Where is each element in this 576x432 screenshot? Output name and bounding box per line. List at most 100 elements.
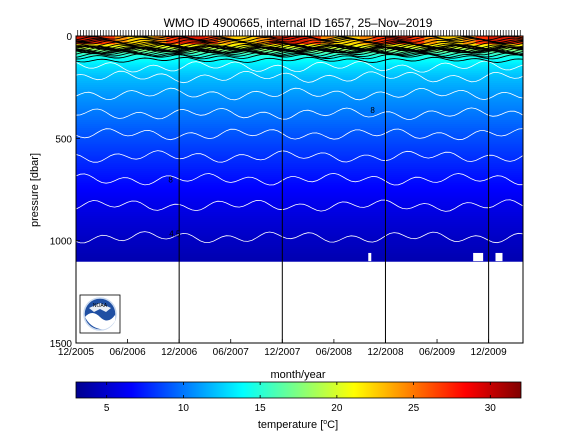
heatmap-band	[76, 199, 523, 203]
heatmap-band	[76, 181, 523, 184]
heatmap-band	[76, 140, 523, 144]
heatmap-band	[76, 132, 523, 135]
heatmap-band	[76, 128, 523, 131]
data-gap	[495, 252, 503, 262]
heatmap-band	[76, 124, 523, 127]
heatmap-surface-cell	[153, 36, 167, 45]
noaa-logo: NOAA	[79, 294, 121, 334]
heatmap-band	[76, 136, 523, 139]
heatmap-band	[76, 203, 523, 207]
heatmap-band	[76, 148, 523, 152]
heatmap-band	[76, 146, 523, 150]
heatmap-surface-cell	[411, 36, 425, 45]
colorbar-gradient	[75, 381, 522, 399]
contour-labels: 884.5	[168, 106, 375, 239]
isotherm-line	[76, 172, 523, 186]
heatmap-band	[76, 201, 523, 205]
heatmap-surface-cell	[462, 36, 477, 45]
heatmap-band	[76, 95, 523, 98]
contour-label: 8	[370, 106, 375, 115]
heatmap-surface-cell	[114, 36, 129, 45]
isotherm-line	[76, 56, 523, 63]
plot-frame	[75, 35, 524, 344]
x-tick-label: 12/2008	[367, 347, 404, 358]
y-tick-label: 1500	[50, 339, 73, 350]
heatmap-surface-cell	[140, 36, 154, 45]
isotherm-line	[76, 231, 523, 244]
heatmap-band	[76, 242, 523, 246]
heatmap-surface-cell	[424, 36, 438, 45]
x-tick-label: 06/2007	[213, 347, 250, 358]
heatmap-band	[76, 226, 523, 229]
heatmap-band	[76, 250, 523, 254]
profile-date-ticks	[77, 30, 521, 36]
noaa-logo-text: NOAA	[93, 303, 108, 309]
colorbar-tick-label: 20	[331, 403, 343, 414]
colorbar: 5 10 15 20 25 30 temperature [oC]	[75, 381, 522, 431]
heatmap-band	[76, 228, 523, 232]
heatmap-band	[76, 205, 523, 209]
heatmap-band	[76, 160, 523, 164]
heatmap-band	[76, 207, 523, 211]
heatmap-band	[76, 60, 523, 64]
heatmap-band	[76, 175, 523, 178]
plot-area: 884.5 12/2005 06/2006 12/2006 06/2007 12/200…	[50, 30, 524, 358]
colorbar-tick-label: 15	[255, 403, 267, 414]
heatmap-band	[76, 189, 523, 193]
heatmap-band	[76, 83, 523, 86]
heatmap-band	[76, 177, 523, 180]
heatmap-band	[76, 81, 523, 84]
isotherm-line	[76, 48, 523, 55]
heatmap-band	[76, 121, 523, 125]
heatmap-band	[76, 185, 523, 189]
heatmap-band	[76, 187, 523, 191]
x-tick-label: 06/2008	[316, 347, 353, 358]
isotherm-line	[76, 107, 523, 120]
heatmap-band	[76, 109, 523, 113]
heatmap-band	[76, 173, 523, 176]
colorbar-label-degree: o	[323, 419, 327, 426]
heatmap-band	[76, 230, 523, 234]
heatmap-band	[76, 216, 523, 219]
isotherm-line	[76, 37, 523, 44]
heatmap-band	[76, 171, 523, 174]
heatmap-band	[76, 62, 523, 66]
heatmap-surface-cell	[359, 36, 374, 45]
heatmap-band	[76, 105, 523, 109]
year-boundary-lines	[178, 36, 490, 343]
heatmap-band	[76, 166, 523, 170]
heatmap-band	[76, 197, 523, 201]
isotherm-line	[76, 70, 523, 84]
heatmap-band	[76, 152, 523, 156]
heatmap-surface-cell	[449, 36, 464, 45]
heatmap-band	[76, 195, 523, 199]
x-tick-label: 06/2006	[109, 347, 146, 358]
y-axis-label: pressure [dbar]	[29, 153, 41, 227]
heatmap-surface-cell	[501, 36, 515, 45]
heatmap-band	[76, 142, 523, 146]
colorbar-ticks: 5 10 15 20 25 30	[104, 382, 496, 414]
heatmap-band	[76, 244, 523, 248]
colorbar-label: temperature [oC]	[258, 419, 338, 431]
heatmap-band	[76, 150, 523, 154]
heatmap-band	[76, 68, 523, 72]
heatmap-band	[76, 103, 523, 107]
heatmap-band	[76, 164, 523, 168]
heatmap-band	[76, 156, 523, 160]
heatmap-band	[76, 257, 523, 260]
data-gap	[368, 252, 372, 262]
heatmap-surface-cell	[204, 36, 219, 45]
heatmap-band	[76, 240, 523, 244]
contour-label: 4.5	[169, 230, 181, 239]
isotherm-contours	[76, 36, 523, 244]
isotherm-line	[76, 50, 523, 57]
isotherm-line	[76, 87, 523, 101]
heatmap-band	[76, 115, 523, 119]
heatmap-band	[76, 66, 523, 70]
heatmap-surface-cell	[346, 36, 361, 45]
heatmap-band	[76, 209, 523, 213]
heatmap-band	[76, 97, 523, 101]
heatmap-band	[76, 85, 523, 88]
heatmap-band	[76, 93, 523, 96]
heatmap-band	[76, 111, 523, 115]
